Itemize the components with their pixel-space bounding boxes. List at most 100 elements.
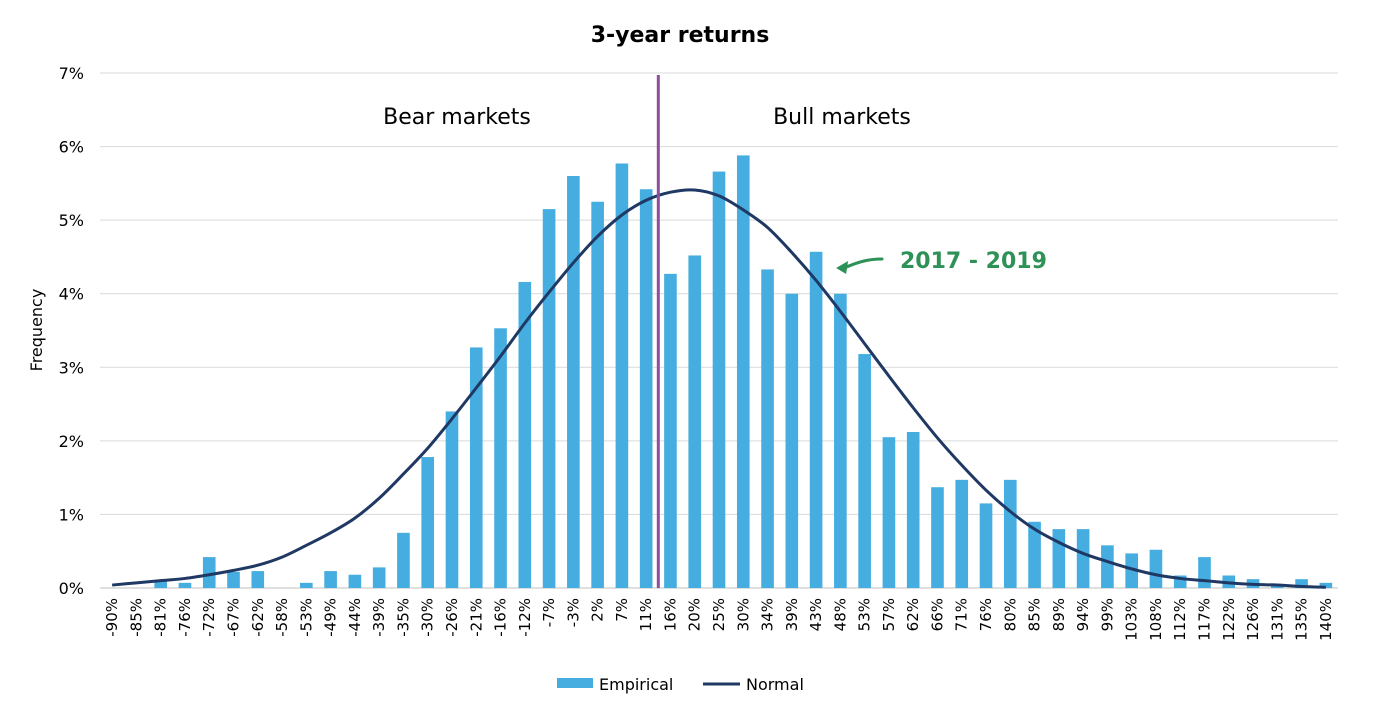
x-tick-label: -44% xyxy=(346,598,364,637)
bar xyxy=(931,487,944,588)
bar xyxy=(1028,521,1041,588)
bar xyxy=(1319,582,1333,588)
legend: Empirical Normal xyxy=(557,675,804,694)
bar xyxy=(1003,479,1017,588)
bar xyxy=(712,171,726,589)
x-tick-label: 112% xyxy=(1171,598,1189,641)
x-tick-label: 20% xyxy=(686,598,704,631)
x-tick-label: 140% xyxy=(1317,598,1335,641)
x-tick-label: 34% xyxy=(759,598,777,631)
x-tick-label: -3% xyxy=(564,598,582,627)
y-tick-label: 5% xyxy=(59,211,84,230)
bar xyxy=(469,347,483,588)
empirical-bars xyxy=(154,155,1333,589)
bar xyxy=(567,176,580,588)
bar xyxy=(178,582,192,588)
x-tick-label: -39% xyxy=(370,598,388,637)
x-tick-label: 103% xyxy=(1123,598,1141,641)
bar xyxy=(664,273,677,588)
x-tick-label: -35% xyxy=(394,598,412,637)
bar xyxy=(979,503,993,588)
y-tick-label: 4% xyxy=(59,285,84,304)
x-tick-label: 85% xyxy=(1026,598,1044,631)
x-tick-label: -12% xyxy=(516,598,534,637)
x-tick-label: 53% xyxy=(856,598,874,631)
bar xyxy=(1076,529,1090,588)
region-label-bear: Bear markets xyxy=(383,105,531,130)
x-tick-label: -85% xyxy=(127,598,145,637)
bar xyxy=(688,255,702,588)
x-tick-label: -76% xyxy=(176,598,194,637)
x-axis-ticks: -90% -85% -81% -76% -72% -67% -62% -58% -53% -49%… xyxy=(103,598,1335,641)
bar xyxy=(202,557,216,588)
bar xyxy=(785,293,799,588)
x-tick-label: 94% xyxy=(1074,598,1092,631)
bar xyxy=(955,479,969,588)
y-axis-ticks: 0% 1% 2% 3% 4% 5% 6% 7% xyxy=(59,64,84,598)
y-tick-label: 7% xyxy=(59,64,84,83)
x-tick-label: 48% xyxy=(831,598,849,631)
bar xyxy=(421,457,435,588)
x-tick-label: -7% xyxy=(540,598,558,627)
normal-curve-layer xyxy=(112,188,1326,589)
bar xyxy=(858,354,871,588)
x-tick-label: 131% xyxy=(1268,598,1286,641)
y-tick-label: 2% xyxy=(59,432,84,451)
x-tick-label: -58% xyxy=(273,598,291,637)
bar xyxy=(761,269,774,588)
x-tick-label: 108% xyxy=(1147,598,1165,641)
x-tick-label: 71% xyxy=(953,598,971,631)
x-tick-label: 99% xyxy=(1098,598,1116,631)
annotation-layer xyxy=(836,257,884,274)
bar xyxy=(324,571,337,588)
bar xyxy=(227,571,240,588)
x-tick-label: -81% xyxy=(152,598,170,637)
legend-swatch-empirical xyxy=(557,678,593,688)
x-tick-label: 117% xyxy=(1195,598,1213,641)
x-tick-label: 80% xyxy=(1001,598,1019,631)
bar xyxy=(1271,585,1284,588)
x-tick-label: 126% xyxy=(1244,598,1262,641)
bar xyxy=(445,411,459,588)
bar xyxy=(906,432,920,588)
bar xyxy=(834,293,847,588)
annotation-text: 2017 - 2019 xyxy=(900,249,1047,274)
x-tick-label: 66% xyxy=(928,598,946,631)
bar xyxy=(591,201,604,588)
bar xyxy=(809,251,823,588)
bar xyxy=(1198,557,1211,588)
legend-label-normal: Normal xyxy=(746,675,804,694)
x-tick-label: 62% xyxy=(904,598,922,631)
bar xyxy=(494,328,507,588)
x-tick-label: 76% xyxy=(977,598,995,631)
y-axis-label: Frequency xyxy=(27,289,46,372)
x-tick-label: -26% xyxy=(443,598,461,637)
bar xyxy=(542,209,556,588)
x-tick-label: -16% xyxy=(492,598,510,637)
bar xyxy=(1295,579,1308,588)
bar xyxy=(348,574,362,588)
x-tick-label: 43% xyxy=(807,598,825,631)
x-tick-label: -21% xyxy=(467,598,485,637)
x-tick-label: -90% xyxy=(103,598,121,637)
x-tick-label: 16% xyxy=(661,598,679,631)
x-tick-label: 7% xyxy=(613,598,631,622)
x-tick-label: 25% xyxy=(710,598,728,631)
bar xyxy=(518,281,532,588)
bar xyxy=(639,189,653,588)
x-tick-label: 135% xyxy=(1293,598,1311,641)
x-tick-label: 30% xyxy=(734,598,752,631)
region-label-bull: Bull markets xyxy=(773,105,911,130)
bar xyxy=(397,532,410,588)
y-tick-label: 1% xyxy=(59,505,84,524)
bar xyxy=(1101,545,1114,588)
x-tick-label: 11% xyxy=(637,598,655,631)
bar xyxy=(154,580,167,588)
x-tick-label: -30% xyxy=(419,598,437,637)
x-tick-label: -72% xyxy=(200,598,218,637)
bar xyxy=(1149,549,1163,588)
bar xyxy=(300,582,313,588)
y-tick-label: 6% xyxy=(59,138,84,157)
